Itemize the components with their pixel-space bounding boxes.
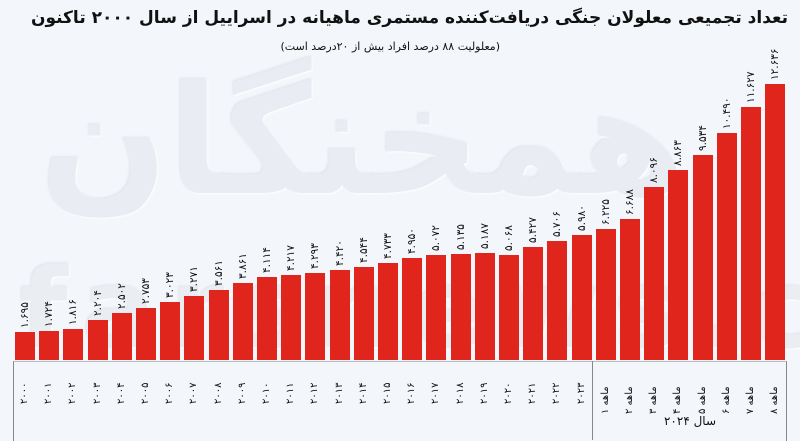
bar (523, 247, 544, 360)
bar (136, 307, 156, 360)
bar (111, 313, 132, 360)
value-label: ۱.۷۲۴ (43, 301, 56, 328)
value-label: ۴.۵۴۴ (357, 237, 370, 264)
bar (499, 255, 519, 360)
bar (474, 252, 495, 360)
bar (305, 272, 326, 360)
value-label: ۴.۷۳۳ (382, 233, 394, 260)
value-label: ۱۰.۴۹۰ (720, 97, 733, 129)
value-label: ۳.۸۶۱ (236, 252, 249, 279)
bar (668, 169, 689, 360)
bar (232, 282, 253, 360)
value-label: ۲.۷۵۳ (140, 277, 152, 304)
value-label: ۶.۲۲۵ (599, 199, 612, 226)
bar (620, 218, 640, 360)
chart-title: تعداد تجمیعی معلولان جنگی دریافت‌کننده م… (30, 8, 788, 28)
value-label: ۱۱.۶۲۷ (745, 71, 757, 104)
bar (644, 187, 665, 360)
bar (765, 84, 786, 360)
value-label: ۳.۲۷۱ (188, 266, 201, 293)
value-label: ۶.۶۸۸ (624, 188, 636, 215)
value-label: ۵.۰۶۸ (503, 225, 515, 252)
bar (741, 107, 761, 360)
group-separator (592, 361, 593, 440)
bar (426, 255, 447, 360)
value-label: ۵.۱۳۵ (454, 224, 467, 250)
bar (257, 277, 277, 360)
bar (208, 289, 229, 360)
bar (353, 267, 374, 360)
chart-subtitle: (معلولیت ۸۸ درصد افراد بیش از ۲۰درصد است… (280, 40, 500, 53)
value-label: ۳.۵۶۱ (212, 259, 225, 286)
x-group-label-2024: سال ۲۰۲۴ (663, 414, 717, 428)
value-label: ۵.۰۷۲ (430, 225, 443, 252)
value-label: ۵.۴۲۷ (527, 217, 540, 244)
bar (39, 331, 60, 360)
bar (571, 234, 592, 360)
value-label: ۲.۵۰۲ (115, 283, 128, 310)
bar (329, 270, 350, 360)
value-label: ۳.۰۲۳ (164, 271, 177, 298)
value-label: ۲.۲۰۴ (91, 290, 104, 317)
value-label: ۸.۸۶۳ (672, 139, 685, 166)
bar (15, 331, 35, 360)
bar (378, 263, 398, 360)
value-label: ۵.۱۸۷ (478, 222, 491, 249)
bar (716, 132, 737, 360)
bar (595, 229, 616, 360)
bar (184, 296, 205, 360)
value-label: ۴.۹۵۰ (406, 228, 419, 255)
bar (692, 154, 713, 360)
value-label: ۸.۰۹۶ (648, 157, 661, 184)
value-label: ۱.۸۱۶ (67, 299, 80, 325)
bar (63, 328, 84, 360)
value-label: ۴.۱۱۴ (261, 247, 273, 274)
value-label: ۵.۷۰۶ (551, 211, 564, 238)
bar (281, 274, 302, 360)
bar (87, 320, 108, 360)
value-label: ۴.۴۲۰ (333, 240, 346, 267)
value-label: ۱۲.۶۳۶ (769, 48, 782, 81)
value-label: ۱.۶۹۵ (19, 301, 31, 328)
value-label: ۵.۹۸۰ (575, 204, 588, 231)
bar (547, 241, 568, 360)
x-axis-box (13, 361, 787, 441)
value-label: ۴.۲۹۳ (309, 243, 322, 269)
value-label: ۴.۲۱۷ (285, 244, 298, 271)
bar (450, 253, 471, 360)
bar (402, 258, 423, 360)
bar (160, 301, 181, 360)
value-label: ۹.۵۳۴ (696, 124, 709, 151)
